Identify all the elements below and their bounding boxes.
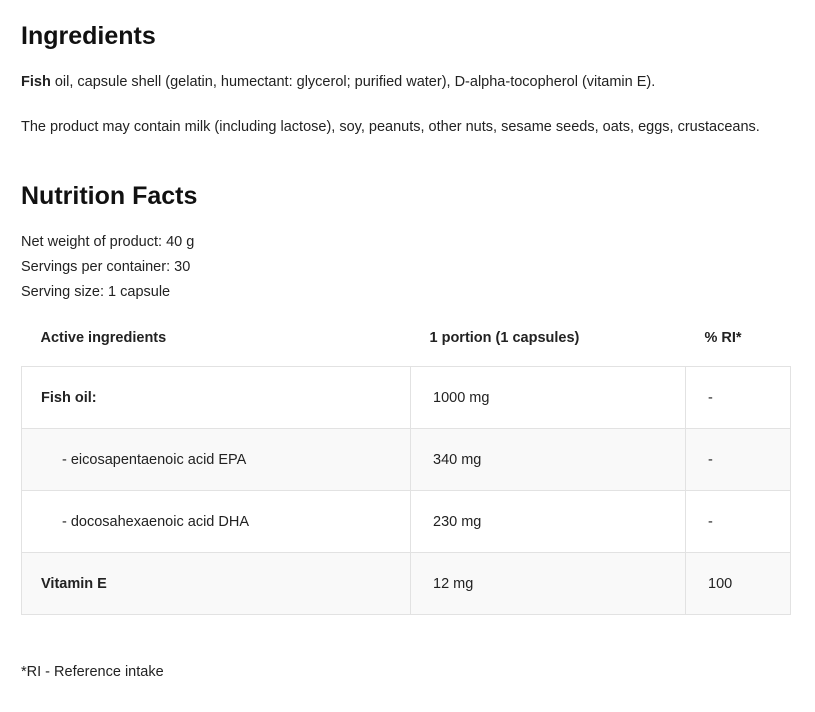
- row-name: Fish oil:: [21, 366, 411, 429]
- header-portion: 1 portion (1 capsules): [429, 330, 580, 346]
- row-ri: 100: [685, 552, 791, 615]
- table-header: Active ingredients 1 portion (1 capsules…: [22, 310, 791, 367]
- row-ri: -: [685, 366, 791, 429]
- header-ri: % RI*: [704, 330, 742, 346]
- row-name: Vitamin E: [21, 552, 411, 615]
- header-active-ingredients: Active ingredients: [40, 330, 167, 346]
- allergens-text: The product may contain milk (including …: [21, 119, 760, 135]
- ingredients-text: Fish oil, capsule shell (gelatin, humect…: [21, 70, 781, 95]
- table-row: - eicosapentaenoic acid EPA 340 mg -: [21, 428, 791, 491]
- row-name: - docosahexaenoic acid DHA: [21, 490, 411, 553]
- servings-per-container: Servings per container: 30: [21, 259, 191, 275]
- table-row: Fish oil: 1000 mg -: [21, 366, 791, 429]
- row-amount: 340 mg: [410, 428, 686, 491]
- ingredients-title: Ingredients: [21, 22, 156, 50]
- table-row: Vitamin E 12 mg 100: [21, 552, 791, 615]
- row-amount: 12 mg: [410, 552, 686, 615]
- net-weight: Net weight of product: 40 g: [21, 234, 195, 250]
- ingredients-lead-rest: oil, capsule shell (gelatin, humectant: …: [50, 74, 656, 90]
- row-ri: -: [685, 428, 791, 491]
- row-amount: 230 mg: [410, 490, 686, 553]
- nutrition-title: Nutrition Facts: [21, 182, 198, 210]
- row-name: - eicosapentaenoic acid EPA: [21, 428, 411, 491]
- footnote: *RI - Reference intake: [21, 664, 164, 680]
- row-amount: 1000 mg: [410, 366, 686, 429]
- table-row: - docosahexaenoic acid DHA 230 mg -: [21, 490, 791, 553]
- ingredients-lead-bold: Fish: [21, 74, 51, 90]
- serving-size: Serving size: 1 capsule: [21, 284, 171, 300]
- nutrition-table: Active ingredients 1 portion (1 capsules…: [21, 310, 791, 615]
- row-ri: -: [685, 490, 791, 553]
